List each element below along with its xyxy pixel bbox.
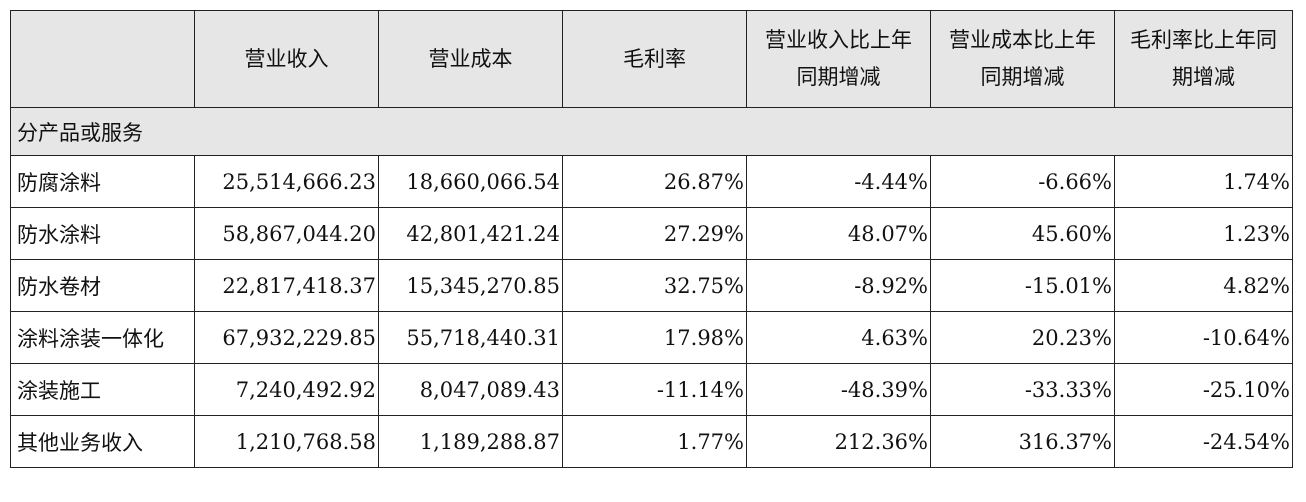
cell-cost: 8,047,089.43 (378, 363, 563, 416)
row-name: 涂料涂装一体化 (10, 311, 195, 364)
table-row: 防水涂料 58,867,044.20 42,801,421.24 27.29% … (10, 207, 1293, 260)
header-cost-change-line2: 同期增减 (980, 65, 1065, 89)
cell-revenue: 67,932,229.85 (194, 311, 379, 364)
cell-cost: 55,718,440.31 (378, 311, 563, 364)
cell-cost: 15,345,270.85 (378, 259, 563, 312)
cell-margin-change: 1.23% (1114, 207, 1293, 260)
header-cost-change-line1: 营业成本比上年 (949, 28, 1096, 52)
cell-revenue-change: -4.44% (746, 155, 931, 208)
header-cost: 营业成本 (378, 10, 563, 108)
cell-revenue-change: 48.07% (746, 207, 931, 260)
header-revenue-change-line1: 营业收入比上年 (765, 28, 912, 52)
section-row: 分产品或服务 (10, 107, 1293, 156)
cell-cost: 1,189,288.87 (378, 415, 563, 468)
table-row: 防腐涂料 25,514,666.23 18,660,066.54 26.87% … (10, 155, 1293, 208)
financial-table: 营业收入 营业成本 毛利率 营业收入比上年 同期增减 营业成本比上年 同期增减 … (10, 10, 1293, 468)
header-blank (10, 10, 195, 108)
cell-revenue: 58,867,044.20 (194, 207, 379, 260)
cell-cost: 42,801,421.24 (378, 207, 563, 260)
cell-revenue: 1,210,768.58 (194, 415, 379, 468)
cell-revenue: 7,240,492.92 (194, 363, 379, 416)
header-revenue-change-line2: 同期增减 (796, 65, 881, 89)
header-revenue-change: 营业收入比上年 同期增减 (746, 10, 931, 108)
header-margin-change-line2: 期增减 (1172, 65, 1235, 89)
header-revenue: 营业收入 (194, 10, 379, 108)
cell-margin-change: 1.74% (1114, 155, 1293, 208)
cell-revenue-change: -8.92% (746, 259, 931, 312)
cell-cost-change: -6.66% (930, 155, 1115, 208)
table-row: 涂装施工 7,240,492.92 8,047,089.43 -11.14% -… (10, 363, 1293, 416)
cell-margin-change: -10.64% (1114, 311, 1293, 364)
row-name: 防水卷材 (10, 259, 195, 312)
cell-margin: 26.87% (562, 155, 747, 208)
cell-revenue-change: 4.63% (746, 311, 931, 364)
header-cost-change: 营业成本比上年 同期增减 (930, 10, 1115, 108)
header-margin-change: 毛利率比上年同 期增减 (1114, 10, 1293, 108)
table-row: 涂料涂装一体化 67,932,229.85 55,718,440.31 17.9… (10, 311, 1293, 364)
cell-revenue-change: -48.39% (746, 363, 931, 416)
row-name: 涂装施工 (10, 363, 195, 416)
table-container: 营业收入 营业成本 毛利率 营业收入比上年 同期增减 营业成本比上年 同期增减 … (10, 10, 1293, 468)
cell-cost-change: -33.33% (930, 363, 1115, 416)
cell-revenue-change: 212.36% (746, 415, 931, 468)
cell-cost-change: -15.01% (930, 259, 1115, 312)
row-name: 防水涂料 (10, 207, 195, 260)
table-row: 其他业务收入 1,210,768.58 1,189,288.87 1.77% 2… (10, 415, 1293, 468)
cell-margin: 32.75% (562, 259, 747, 312)
cell-margin: 1.77% (562, 415, 747, 468)
cell-cost-change: 45.60% (930, 207, 1115, 260)
cell-revenue: 22,817,418.37 (194, 259, 379, 312)
cell-margin: 17.98% (562, 311, 747, 364)
cell-margin-change: -24.54% (1114, 415, 1293, 468)
cell-margin: 27.29% (562, 207, 747, 260)
header-row: 营业收入 营业成本 毛利率 营业收入比上年 同期增减 营业成本比上年 同期增减 … (10, 10, 1293, 108)
cell-cost-change: 316.37% (930, 415, 1115, 468)
cell-cost-change: 20.23% (930, 311, 1115, 364)
table-row: 防水卷材 22,817,418.37 15,345,270.85 32.75% … (10, 259, 1293, 312)
cell-revenue: 25,514,666.23 (194, 155, 379, 208)
cell-margin-change: -25.10% (1114, 363, 1293, 416)
header-margin: 毛利率 (562, 10, 747, 108)
header-margin-change-line1: 毛利率比上年同 (1130, 28, 1277, 52)
section-label: 分产品或服务 (10, 107, 1293, 156)
row-name: 其他业务收入 (10, 415, 195, 468)
cell-cost: 18,660,066.54 (378, 155, 563, 208)
row-name: 防腐涂料 (10, 155, 195, 208)
cell-margin: -11.14% (562, 363, 747, 416)
cell-margin-change: 4.82% (1114, 259, 1293, 312)
